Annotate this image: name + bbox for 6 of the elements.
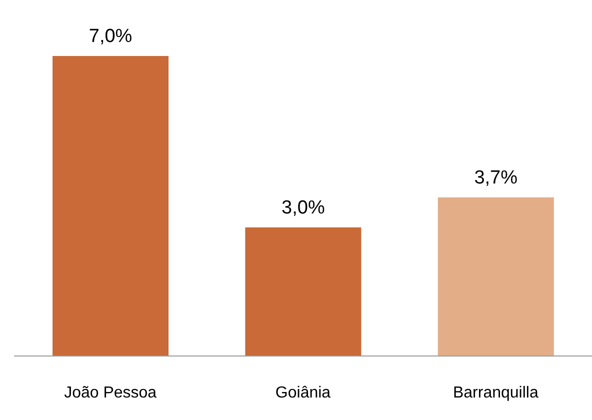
data-label: 3,7% — [474, 167, 518, 188]
x-tick-label: Barranquilla — [452, 384, 538, 402]
data-label: 7,0% — [88, 26, 132, 47]
data-label: 3,0% — [282, 197, 325, 218]
x-tick-label: Goiânia — [275, 384, 331, 402]
x-tick-label: João Pessoa — [64, 384, 157, 402]
